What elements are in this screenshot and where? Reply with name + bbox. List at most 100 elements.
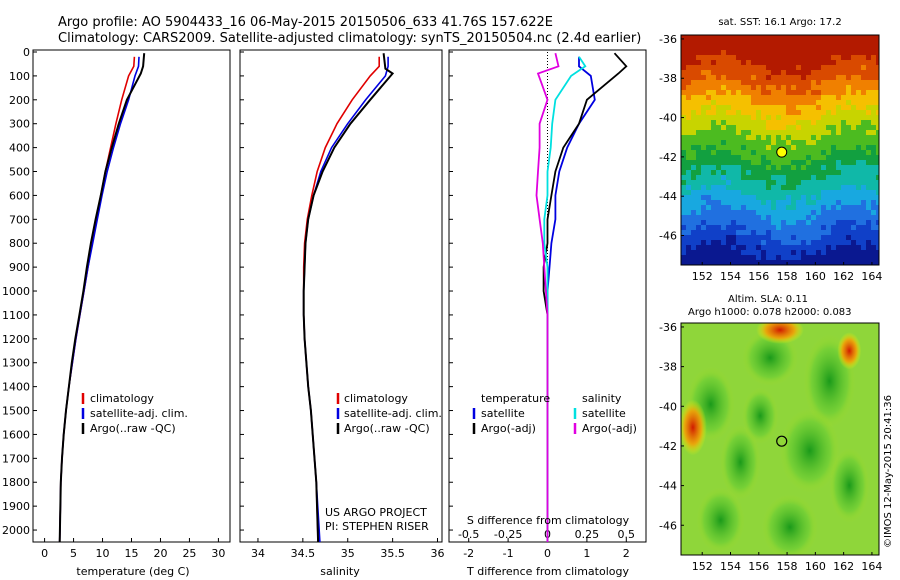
sst-cell (861, 195, 867, 201)
sst-cell (691, 110, 697, 116)
sst-cell (851, 210, 857, 216)
sst-cell (806, 170, 812, 176)
y-tick-label: 1600 (2, 428, 30, 441)
sst-cell (716, 255, 722, 261)
sst-cell (791, 200, 797, 206)
sst-cell (786, 45, 792, 51)
sst-cell (721, 215, 727, 221)
sst-cell (866, 250, 872, 256)
sst-cell (751, 185, 757, 191)
sst-cell (796, 155, 802, 161)
sst-cell (821, 205, 827, 211)
sst-cell (866, 205, 872, 211)
sst-cell (851, 220, 857, 226)
sst-cell (831, 65, 837, 71)
sst-cell (766, 55, 772, 61)
sst-cell (791, 115, 797, 121)
sst-cell (821, 195, 827, 201)
sst-cell (801, 50, 807, 56)
sst-cell (856, 210, 862, 216)
sst-cell (686, 255, 692, 261)
sst-cell (701, 50, 707, 56)
sst-cell (721, 130, 727, 136)
map-x-tick-label: 158 (777, 270, 798, 283)
sst-cell (751, 190, 757, 196)
sst-cell (761, 65, 767, 71)
map-x-tick-label: 156 (748, 560, 769, 573)
sst-cell (726, 130, 732, 136)
sst-cell (751, 70, 757, 76)
sst-cell (841, 175, 847, 181)
sst-cell (681, 230, 687, 236)
sst-cell (791, 180, 797, 186)
sst-cell (856, 70, 862, 76)
sst-cell (706, 190, 712, 196)
sst-cell (741, 175, 747, 181)
y-tick-label: 100 (9, 70, 30, 83)
sst-cell (741, 50, 747, 56)
sst-cell (766, 160, 772, 166)
sst-cell (821, 170, 827, 176)
sst-cell (786, 165, 792, 171)
sst-cell (866, 195, 872, 201)
sst-cell (876, 200, 879, 206)
sst-cell (761, 170, 767, 176)
sst-cell (866, 135, 872, 141)
sst-cell (761, 100, 767, 106)
sst-cell (681, 65, 687, 71)
sst-cell (826, 225, 832, 231)
sst-cell (831, 85, 837, 91)
sst-cell (836, 50, 842, 56)
sst-cell (836, 105, 842, 111)
sst-cell (861, 160, 867, 166)
sst-cell (731, 190, 737, 196)
sst-cell (696, 150, 702, 156)
sst-cell (686, 220, 692, 226)
sst-cell (831, 175, 837, 181)
sst-cell (781, 225, 787, 231)
sst-cell (846, 45, 852, 51)
sst-cell (681, 240, 687, 246)
sst-cell (736, 185, 742, 191)
sst-cell (846, 85, 852, 91)
sst-cell (721, 70, 727, 76)
sst-cell (721, 35, 727, 41)
sst-cell (686, 155, 692, 161)
sst-cell (816, 145, 822, 151)
sst-cell (701, 180, 707, 186)
sst-cell (716, 60, 722, 66)
sst-cell (821, 165, 827, 171)
sst-cell (831, 240, 837, 246)
sst-cell (801, 190, 807, 196)
sst-cell (711, 230, 717, 236)
sst-cell (701, 60, 707, 66)
sst-cell (721, 105, 727, 111)
sst-map-frame (680, 34, 880, 266)
sst-cell (806, 70, 812, 76)
sst-cell (861, 40, 867, 46)
sst-cell (741, 105, 747, 111)
sst-cell (851, 160, 857, 166)
sst-cell (831, 50, 837, 56)
sst-cell (756, 195, 762, 201)
sst-cell (806, 95, 812, 101)
legend-label-argo: Argo(..raw -QC) (344, 422, 430, 435)
sst-cell (796, 95, 802, 101)
sst-cell (866, 215, 872, 221)
sst-cell (756, 45, 762, 51)
sst-cell (711, 255, 717, 261)
sst-cell (791, 210, 797, 216)
sst-cell (731, 175, 737, 181)
sst-cell (681, 180, 687, 186)
sst-cell (816, 35, 822, 41)
sst-cell (856, 240, 862, 246)
y-tick-label: 1200 (2, 333, 30, 346)
sst-cell (861, 45, 867, 51)
sst-cell (866, 230, 872, 236)
sst-cell (716, 260, 722, 265)
sst-cell (776, 115, 782, 121)
sst-cell (866, 70, 872, 76)
sst-cell (861, 80, 867, 86)
temperature-axes: 0100200300400500600700800900100011001200… (2, 46, 225, 560)
sst-cell (846, 140, 852, 146)
